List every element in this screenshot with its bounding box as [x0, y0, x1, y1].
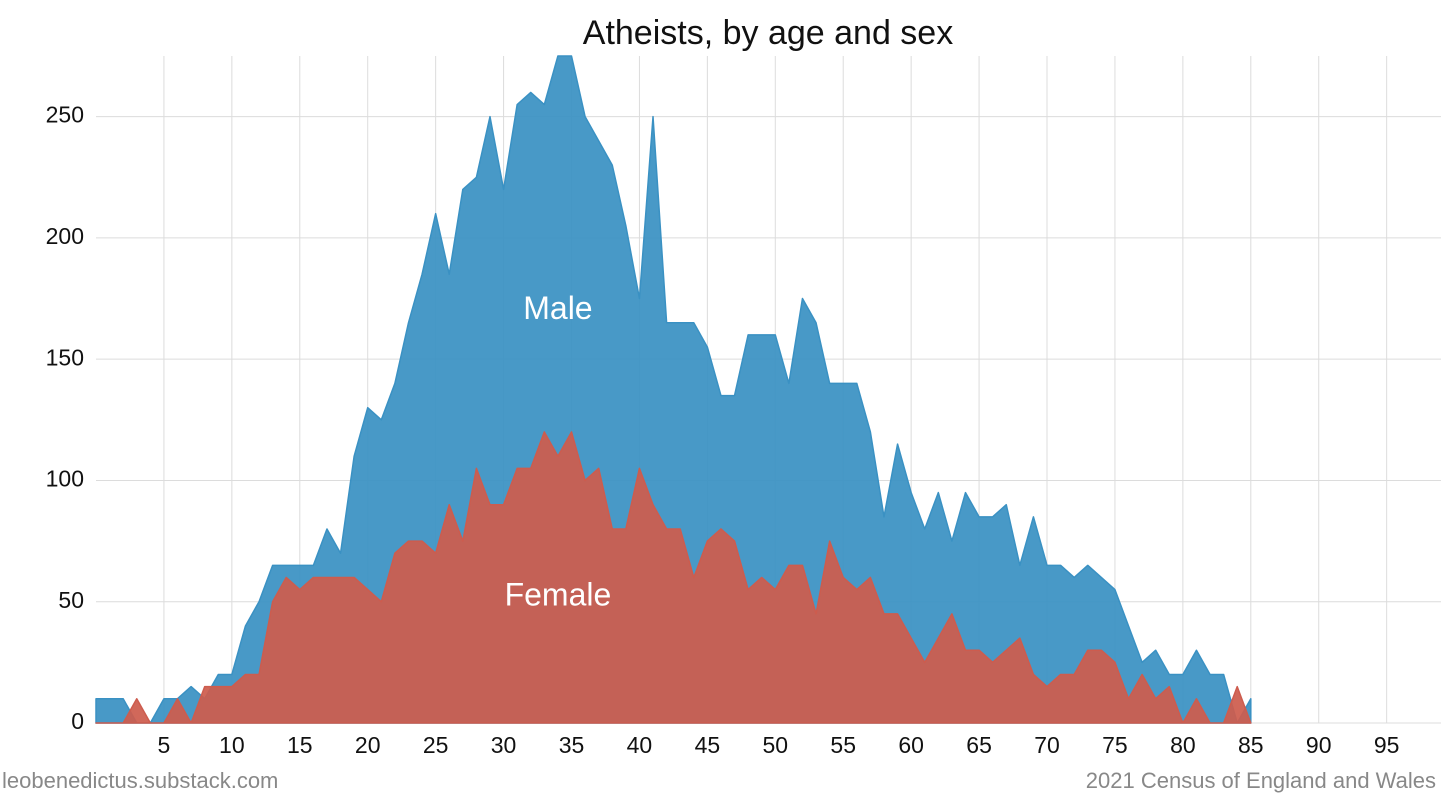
x-tick-label-45: 45 — [695, 732, 721, 758]
male-series-label: Male — [523, 290, 592, 326]
y-tick-label-0: 0 — [71, 708, 84, 734]
x-tick-label-40: 40 — [627, 732, 653, 758]
y-tick-label-200: 200 — [46, 223, 84, 249]
x-tick-label-10: 10 — [219, 732, 245, 758]
male-series-area — [95, 55, 1252, 724]
x-tick-label-30: 30 — [491, 732, 517, 758]
x-tick-label-85: 85 — [1238, 732, 1264, 758]
x-axis-ticks: 5 10 15 20 25 30 35 40 45 50 55 60 65 70 75 80 85 90 95 — [158, 732, 1400, 758]
female-series-label: Female — [505, 576, 612, 612]
y-tick-label-50: 50 — [58, 587, 84, 613]
x-tick-label-95: 95 — [1374, 732, 1400, 758]
y-axis-ticks: 0 50 100 150 200 250 — [46, 102, 84, 734]
source-credit-left[interactable]: leobenedictus.substack.com — [2, 768, 279, 793]
source-credit-right: 2021 Census of England and Wales — [1085, 768, 1436, 793]
female-series-area — [95, 431, 1252, 724]
x-tick-label-15: 15 — [287, 732, 313, 758]
x-tick-label-5: 5 — [158, 732, 171, 758]
y-tick-label-150: 150 — [46, 344, 84, 370]
chart-title: Atheists, by age and sex — [583, 14, 953, 52]
x-tick-label-70: 70 — [1034, 732, 1060, 758]
x-tick-label-65: 65 — [966, 732, 992, 758]
y-tick-label-100: 100 — [46, 466, 84, 492]
label-layer: Male Female — [505, 290, 612, 612]
x-tick-label-35: 35 — [559, 732, 585, 758]
x-tick-label-25: 25 — [423, 732, 449, 758]
x-tick-label-60: 60 — [898, 732, 924, 758]
x-tick-label-90: 90 — [1306, 732, 1332, 758]
x-tick-label-55: 55 — [830, 732, 856, 758]
x-tick-label-20: 20 — [355, 732, 381, 758]
y-tick-label-250: 250 — [46, 102, 84, 128]
area-layer — [95, 55, 1252, 724]
x-tick-label-80: 80 — [1170, 732, 1196, 758]
x-tick-label-50: 50 — [762, 732, 788, 758]
x-tick-label-75: 75 — [1102, 732, 1128, 758]
